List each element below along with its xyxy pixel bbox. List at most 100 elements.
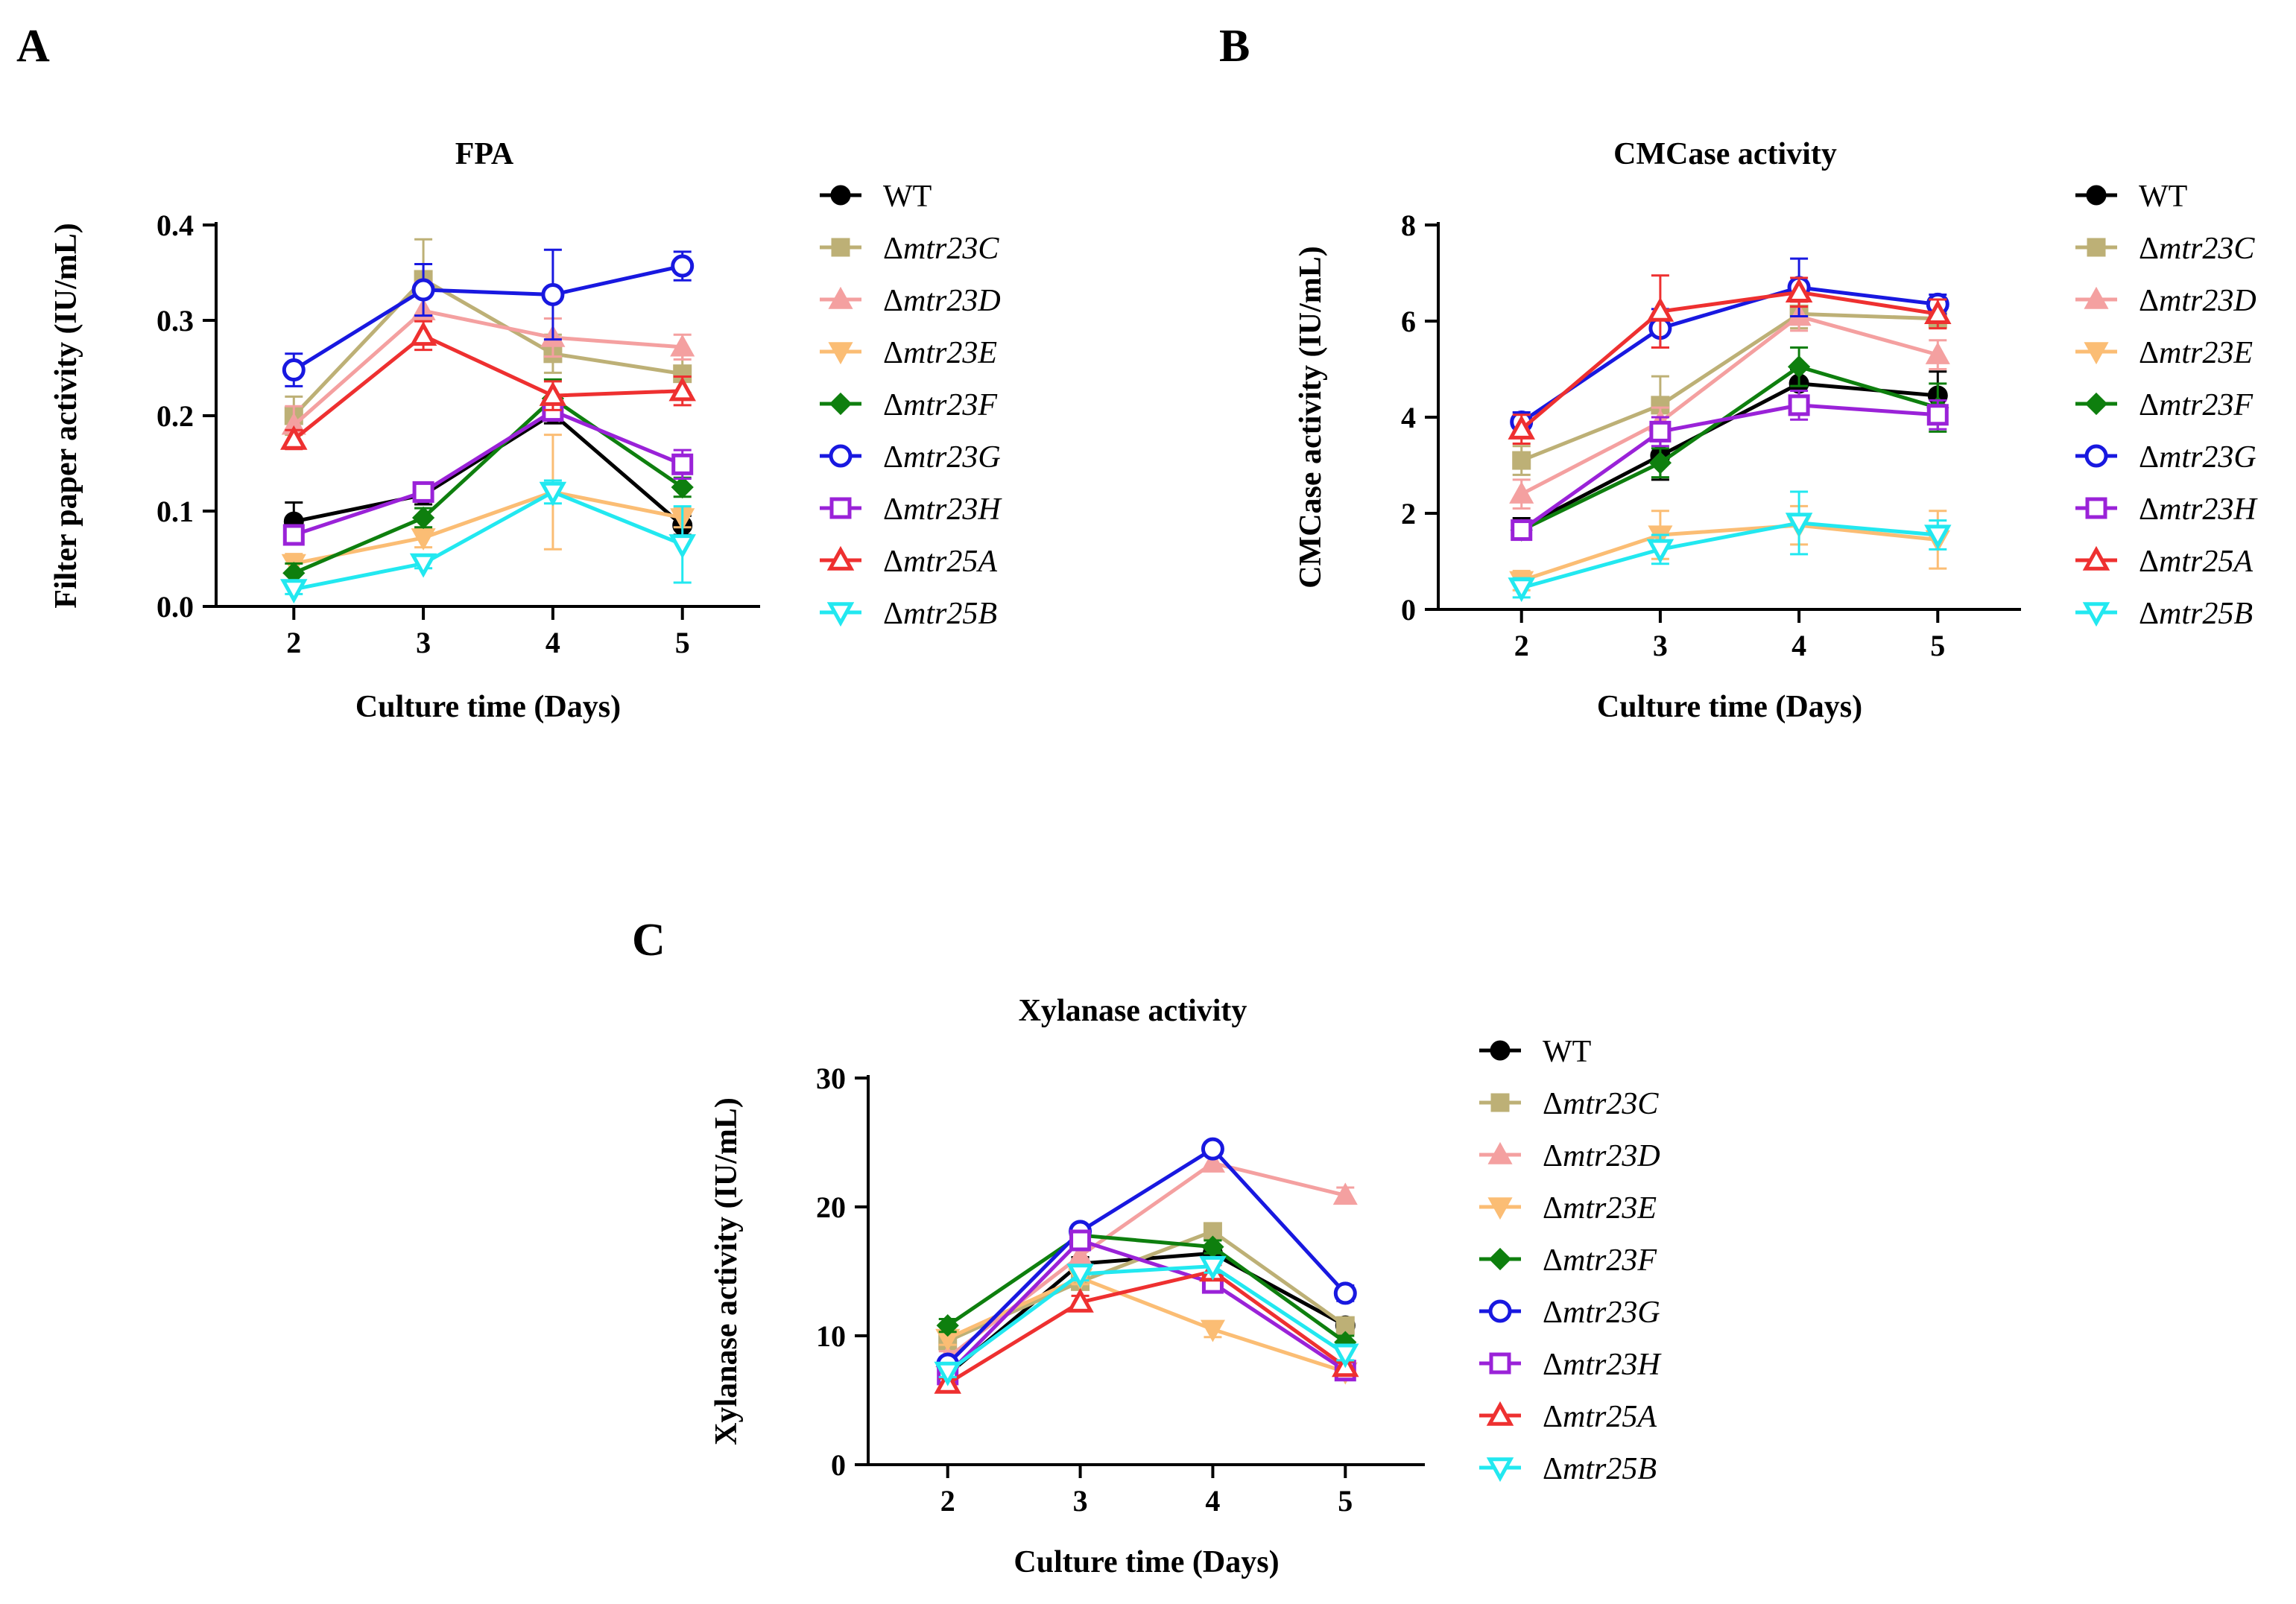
- data-point: [936, 1314, 959, 1337]
- x-tick-label: 5: [1338, 1484, 1353, 1518]
- legend-marker: [828, 286, 853, 309]
- chart-title: CMCase activity: [1613, 137, 1837, 171]
- legend-label: Δmtr23C: [2139, 232, 2255, 266]
- chart-panel-c: C Xylanase activity 0 10 20 30 2 3 4 5 Culture tim…: [632, 915, 1662, 1579]
- data-point: [539, 481, 567, 507]
- series-line: [1520, 311, 1938, 463]
- data-point: [1066, 1287, 1094, 1313]
- y-tick-label: 4: [1401, 401, 1416, 434]
- y-axis-label: Xylanase activity (IU/mL): [709, 1097, 744, 1445]
- legend-item-delta-mtr23c: Δmtr23C: [2075, 232, 2255, 266]
- data-point: [541, 282, 565, 306]
- data-point: [1924, 524, 1952, 550]
- legend-item-delta-mtr25a: Δmtr25A: [2075, 545, 2253, 579]
- x-tick-label: 5: [675, 626, 690, 659]
- panel-letter: C: [632, 915, 665, 966]
- legend-label: Δmtr25B: [883, 597, 997, 631]
- legend-label: Δmtr23E: [1543, 1191, 1657, 1226]
- legend-marker: [1486, 1457, 1514, 1483]
- legend-label: Δmtr23C: [883, 232, 999, 266]
- legend-label: Δmtr25A: [883, 545, 997, 579]
- y-tick-label: 2: [1401, 497, 1416, 530]
- legend-item-delta-mtr25b: Δmtr25B: [820, 597, 997, 631]
- legend-marker: [830, 185, 851, 206]
- legend-marker: [1487, 1141, 1513, 1164]
- data-point: [668, 534, 696, 559]
- data-point: [411, 528, 436, 551]
- data-point: [539, 381, 567, 406]
- data-point: [1512, 451, 1531, 470]
- series-delta-mtr23h: [282, 400, 694, 546]
- data-point: [1200, 1319, 1225, 1343]
- series-line: [293, 489, 683, 592]
- series-line: [292, 308, 683, 427]
- y-tick-label: 20: [816, 1191, 846, 1224]
- data-point: [671, 254, 695, 278]
- legend-item-delta-mtr23c: Δmtr23C: [1479, 1087, 1659, 1121]
- panel-letter: B: [1219, 21, 1250, 72]
- data-point: [1925, 342, 1950, 364]
- y-tick-label: 0.2: [156, 399, 194, 433]
- y-tick-label: 30: [816, 1062, 846, 1095]
- series-line: [1520, 403, 1938, 532]
- series-line: [946, 1264, 1347, 1374]
- legend-marker: [1490, 1093, 1510, 1112]
- series-line: [293, 396, 684, 575]
- legend-label: Δmtr23F: [1543, 1243, 1657, 1278]
- data-point: [411, 278, 435, 302]
- series-line: [293, 411, 684, 527]
- legend-label: Δmtr23D: [2139, 284, 2257, 318]
- data-point: [1333, 1281, 1357, 1305]
- data-point: [1785, 278, 1813, 302]
- legend-label: Δmtr23E: [2139, 336, 2253, 370]
- legend-item-delta-mtr25b: Δmtr25B: [2075, 597, 2253, 631]
- legend-item-wt: WT: [2075, 180, 2187, 214]
- series-delta-mtr25b: [280, 479, 696, 604]
- data-point: [409, 321, 437, 346]
- legend-item-delta-mtr23g: Δmtr23G: [2075, 440, 2257, 475]
- legend-item-delta-mtr25a: Δmtr25A: [820, 545, 997, 579]
- legend-marker: [831, 238, 850, 257]
- data-point: [282, 358, 306, 382]
- legend-label: WT: [2139, 180, 2187, 214]
- legend-marker: [829, 444, 853, 468]
- legend-label: WT: [883, 180, 932, 214]
- series-line: [946, 1269, 1347, 1386]
- legend-label: Δmtr25B: [2139, 597, 2253, 631]
- data-point: [1785, 513, 1813, 538]
- y-tick-label: 0.1: [156, 495, 194, 528]
- legend-label: WT: [1543, 1035, 1591, 1069]
- y-tick-label: 0: [1401, 593, 1416, 627]
- data-point: [1646, 297, 1674, 322]
- data-point: [1066, 1264, 1094, 1289]
- data-point: [670, 334, 695, 357]
- legend-item-delta-mtr23f: Δmtr23F: [2075, 388, 2253, 422]
- legend-marker: [2084, 392, 2108, 416]
- legend-marker: [829, 392, 853, 416]
- legend-marker: [1490, 1040, 1511, 1061]
- legend-item-delta-mtr23d: Δmtr23D: [820, 284, 1001, 318]
- legend-item-delta-mtr23d: Δmtr23D: [2075, 284, 2257, 318]
- legend-marker: [829, 497, 852, 519]
- legend-item-delta-mtr23f: Δmtr23F: [820, 388, 997, 422]
- legend-marker: [2082, 545, 2110, 571]
- legend-item-delta-mtr23e: Δmtr23E: [2075, 336, 2253, 370]
- legend-item-delta-mtr23h: Δmtr23H: [2075, 492, 2258, 527]
- data-point: [1646, 539, 1674, 564]
- legend-label: Δmtr23H: [1543, 1348, 1662, 1382]
- legend-label: Δmtr25A: [2139, 545, 2253, 579]
- x-tick-label: 4: [1791, 629, 1806, 662]
- data-point: [1201, 1137, 1224, 1161]
- x-tick-label: 3: [1073, 1484, 1088, 1518]
- panel-letter: A: [16, 21, 50, 72]
- data-point: [1509, 481, 1534, 504]
- legend-item-delta-mtr23h: Δmtr23H: [820, 492, 1002, 527]
- series-line: [292, 264, 683, 372]
- series-delta-mtr23g: [282, 248, 695, 387]
- series-line: [1521, 521, 1938, 590]
- data-point: [1649, 420, 1672, 443]
- series-line: [1520, 314, 1938, 496]
- y-axis-label: Filter paper activity (IU/mL): [49, 223, 83, 609]
- legend-marker: [1486, 1401, 1514, 1426]
